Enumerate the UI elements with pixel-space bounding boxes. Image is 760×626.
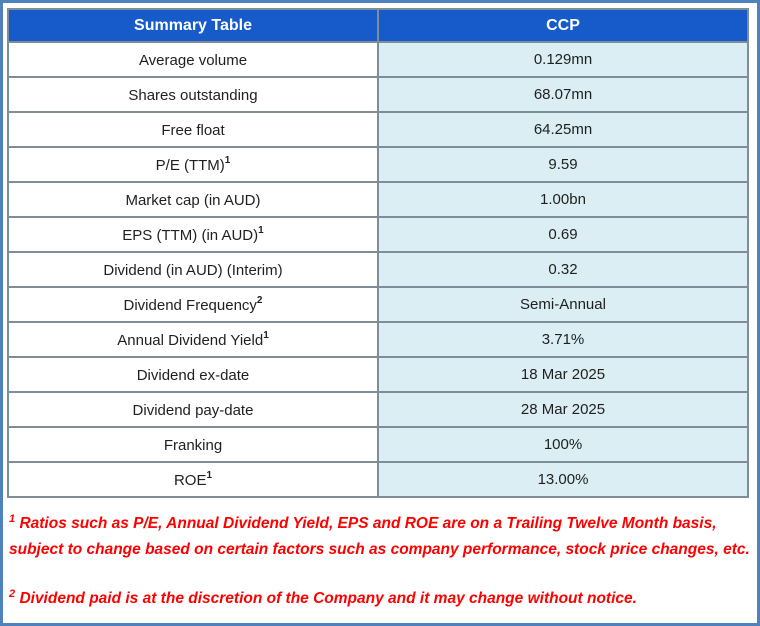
footnote-ref: 1 — [258, 224, 264, 236]
footnote-2: 2 Dividend paid is at the discretion of … — [9, 581, 751, 612]
metric-label-cell: Franking — [7, 426, 379, 463]
metric-label: Dividend Frequency — [123, 296, 257, 314]
table-row: ROE1 13.00% — [7, 461, 749, 498]
table-row: Dividend ex-date 18 Mar 2025 — [7, 356, 749, 393]
metric-label-cell: P/E (TTM)1 — [7, 146, 379, 183]
table-row: Free float 64.25mn — [7, 111, 749, 148]
table-row: Franking 100% — [7, 426, 749, 463]
footnotes-section: 1 Ratios such as P/E, Annual Dividend Yi… — [9, 506, 751, 612]
metric-value-cell: 9.59 — [377, 146, 749, 183]
metric-label: EPS (TTM) (in AUD) — [122, 226, 259, 244]
metric-label: Dividend ex-date — [136, 366, 250, 384]
summary-table: Summary Table CCP Average volume 0.129mn… — [7, 8, 749, 498]
footnote-2-marker: 2 — [9, 588, 16, 601]
metric-label-cell: Dividend Frequency2 — [7, 286, 379, 323]
metric-value-cell: 18 Mar 2025 — [377, 356, 749, 393]
footnote-ref: 1 — [206, 469, 213, 481]
table-row: Dividend pay-date 28 Mar 2025 — [7, 391, 749, 428]
table-row: P/E (TTM)1 9.59 — [7, 146, 749, 183]
table-row: Annual Dividend Yield1 3.71% — [7, 321, 749, 358]
metric-label-cell: Shares outstanding — [7, 76, 379, 113]
metric-value-cell: 64.25mn — [377, 111, 749, 148]
metric-label: ROE — [173, 471, 207, 489]
footnote-1-marker: 1 — [9, 513, 16, 525]
footnote-1-text: Ratios such as P/E, Annual Dividend Yiel… — [9, 515, 750, 559]
metric-label: Dividend (in AUD) (Interim) — [103, 261, 283, 279]
footnote-ref: 1 — [263, 329, 269, 341]
metric-value-cell: 13.00% — [377, 461, 749, 498]
metric-label: Franking — [163, 436, 223, 454]
table-header-row: Summary Table CCP — [7, 8, 749, 43]
metric-label: Free float — [161, 121, 225, 139]
metric-label-cell: Dividend (in AUD) (Interim) — [7, 251, 379, 288]
metric-label-cell: EPS (TTM) (in AUD)1 — [7, 216, 379, 253]
metric-value-cell: 100% — [377, 426, 749, 463]
metric-value-cell: 0.69 — [377, 216, 749, 253]
metric-value-cell: 68.07mn — [377, 76, 749, 113]
metric-label-cell: Free float — [7, 111, 379, 148]
table-row: EPS (TTM) (in AUD)1 0.69 — [7, 216, 749, 253]
footnote-2-text: Dividend paid is at the discretion of th… — [19, 590, 637, 608]
table-row: Average volume 0.129mn — [7, 41, 749, 78]
metric-label: Dividend pay-date — [132, 401, 254, 419]
metric-label-cell: Dividend pay-date — [7, 391, 379, 428]
metric-value-cell: 0.32 — [377, 251, 749, 288]
metric-label: Market cap (in AUD) — [125, 191, 261, 209]
metric-label: Shares outstanding — [128, 86, 258, 104]
header-ticker-ccp: CCP — [377, 8, 749, 43]
metric-value-cell: Semi-Annual — [377, 286, 749, 323]
summary-table-frame: Summary Table CCP Average volume 0.129mn… — [7, 8, 753, 498]
footnote-ref: 1 — [224, 154, 231, 166]
table-row: Shares outstanding 68.07mn — [7, 76, 749, 113]
metric-label: P/E (TTM) — [155, 156, 225, 174]
footnote-1: 1 Ratios such as P/E, Annual Dividend Yi… — [9, 506, 751, 563]
metric-value-cell: 1.00bn — [377, 181, 749, 218]
footnote-ref: 2 — [256, 294, 263, 306]
metric-label-cell: Dividend ex-date — [7, 356, 379, 393]
metric-label-cell: Market cap (in AUD) — [7, 181, 379, 218]
table-row: Dividend Frequency2 Semi-Annual — [7, 286, 749, 323]
metric-value-cell: 3.71% — [377, 321, 749, 358]
metric-label-cell: ROE1 — [7, 461, 379, 498]
table-row: Dividend (in AUD) (Interim) 0.32 — [7, 251, 749, 288]
metric-label: Annual Dividend Yield — [117, 331, 264, 349]
metric-label-cell: Annual Dividend Yield1 — [7, 321, 379, 358]
metric-value-cell: 28 Mar 2025 — [377, 391, 749, 428]
metric-label-cell: Average volume — [7, 41, 379, 78]
table-row: Market cap (in AUD) 1.00bn — [7, 181, 749, 218]
header-summary-table: Summary Table — [7, 8, 379, 43]
metric-label: Average volume — [138, 51, 248, 69]
metric-value-cell: 0.129mn — [377, 41, 749, 78]
